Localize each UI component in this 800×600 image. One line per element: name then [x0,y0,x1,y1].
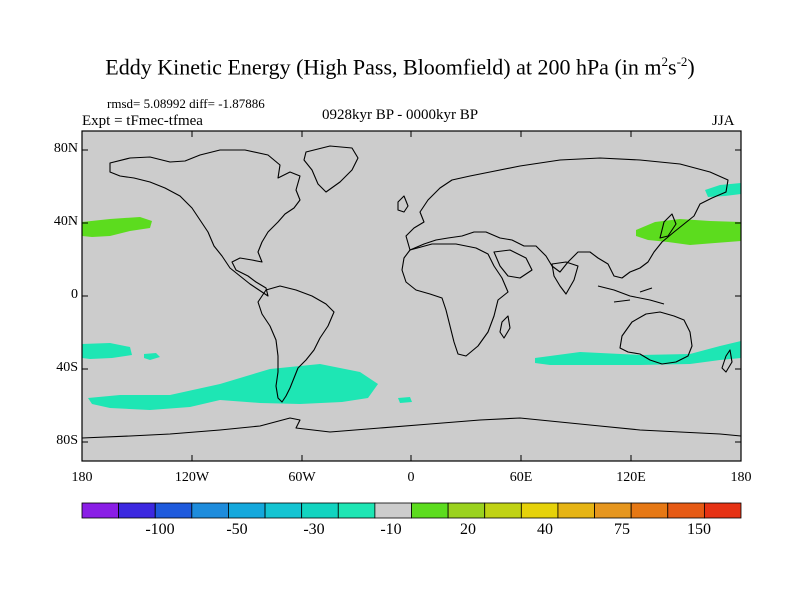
colorbar-label-6: 40 [537,521,553,538]
colorbar-label-1: -100 [145,521,175,538]
anomaly-south-pacific-small [144,353,160,360]
coastline-indonesia [597,285,665,305]
lat-label-40n: 40N [53,214,78,229]
coastline-uk [397,195,409,213]
coastline-antarctica [82,417,741,439]
colorbar [81,502,742,519]
coastline-australia [619,311,693,365]
colorbar-box-9 [374,502,412,519]
colorbar-box-8 [337,502,376,519]
coastline-arabia [493,249,533,279]
colorbar-box-6 [264,502,303,519]
colorbar-box-3 [154,502,193,519]
coastline-new-zealand [721,349,733,373]
coastline-madagascar [499,315,511,339]
lon-label-120w: 120W [174,470,210,485]
colorbar-box-11 [447,502,486,519]
colorbar-box-14 [557,502,595,519]
lon-label-60w: 60W [288,470,316,485]
colorbar-box-4 [191,502,229,519]
lat-label-40s: 40S [56,360,78,375]
season-label: JJA [712,113,735,129]
lat-label-eq: 0 [71,287,78,302]
coastline-greenland [303,145,359,193]
lat-label-80n: 80N [53,141,78,156]
axis-ticks [81,131,742,461]
title-unit-s: s [668,54,677,80]
colorbar-box-2 [118,502,156,519]
coastline-europe-asia [405,157,729,279]
coastline-india [551,261,579,295]
colorbar-label-5: 20 [460,521,476,538]
lon-label-120e: 120E [616,470,646,485]
colorbar-box-17 [667,502,705,519]
map-background [82,131,741,461]
coastline-japan [659,213,677,239]
title-close: ) [687,54,695,80]
coastline-south-america [257,285,335,403]
colorbar-box-16 [630,502,669,519]
colorbar-box-5 [228,502,266,519]
colorbar-label-2: -50 [226,521,248,538]
colorbar-box-12 [484,502,522,519]
lon-label-180w: 180 [71,470,93,485]
anomaly-south-atlantic-small [398,397,412,403]
title-superscript-1: 2 [661,54,669,69]
anomaly-south-pacific-large [88,364,378,410]
anomaly-south-pacific-west [82,343,132,359]
anomaly-indian-ocean [535,341,741,365]
period-label: 0928kyr BP - 0000kyr BP [322,107,479,123]
experiment-label: Expt = tFmec-tfmea [82,113,203,129]
colorbar-box-1 [81,502,120,519]
stats-label: rmsd= 5.08992 diff= -1.87886 [107,96,265,111]
lon-label-180e: 180 [730,470,752,485]
title-superscript-2: -2 [676,54,688,69]
coastline-north-america [109,149,301,297]
lat-label-80s: 80S [56,433,78,448]
lon-label-0: 0 [407,470,415,485]
anomaly-north-pacific-east [82,217,152,237]
colorbar-box-10 [411,502,449,519]
colorbar-label-7: 75 [614,521,630,538]
anomaly-north-pacific-high [705,183,741,197]
colorbar-box-13 [520,502,559,519]
colorbar-label-8: 150 [687,521,711,538]
colorbar-box-15 [594,502,632,519]
colorbar-box-7 [301,502,339,519]
colorbar-box-18 [703,502,742,519]
chart-title: Eddy Kinetic Energy (High Pass, Bloomfie… [0,54,800,80]
colorbar-label-4: -10 [380,521,402,538]
title-text: Eddy Kinetic Energy (High Pass, Bloomfie… [105,54,662,80]
anomaly-north-pacific-west [636,219,741,245]
lon-label-60e: 60E [509,470,533,485]
colorbar-label-3: -30 [303,521,325,538]
coastline-africa [401,243,509,357]
